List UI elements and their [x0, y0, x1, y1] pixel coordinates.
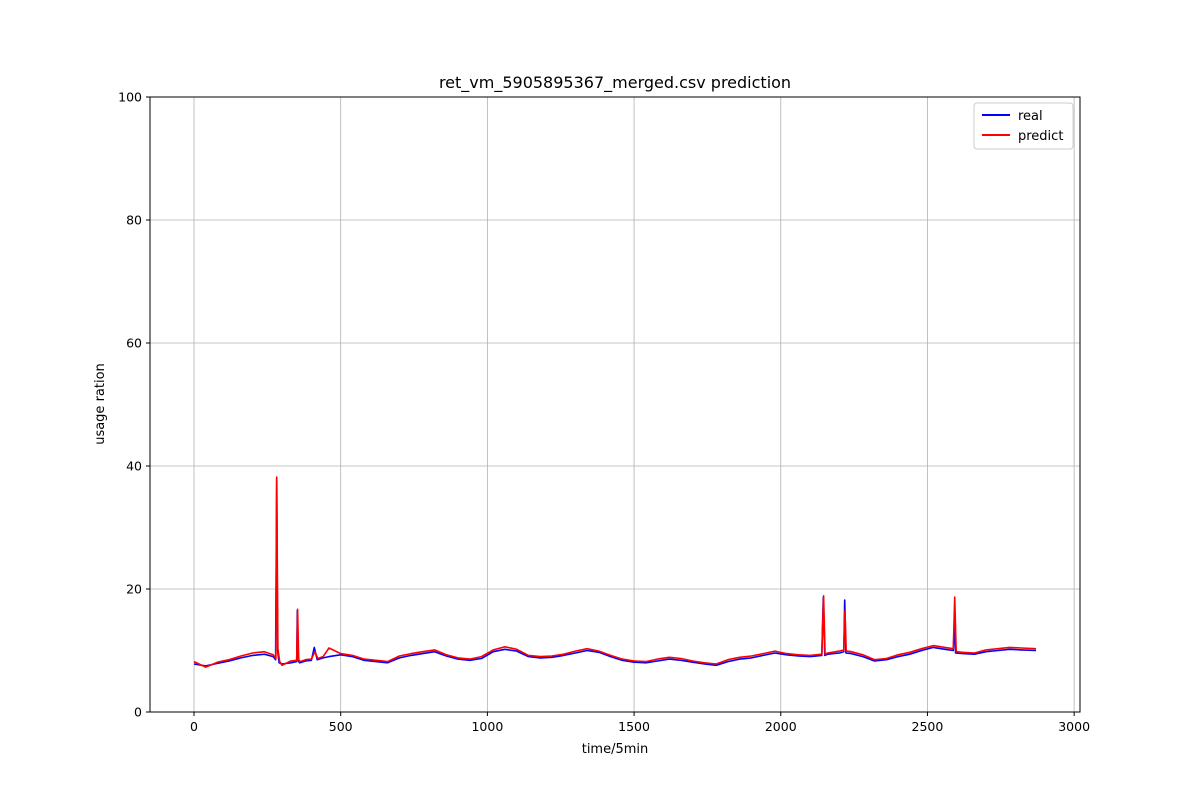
y-tick-label-2: 40 [126, 459, 142, 474]
y-tick-label-0: 0 [134, 705, 142, 720]
x-axis-label: time/5min [582, 742, 649, 757]
legend: real predict [973, 102, 1074, 150]
x-tick-label-0: 0 [190, 719, 198, 734]
x-tick-label-1: 500 [329, 719, 353, 734]
legend-label-real: real [1018, 109, 1043, 124]
x-tick-label-6: 3000 [1058, 719, 1090, 734]
series-line-predict [193, 476, 1037, 668]
y-tick-label-3: 60 [126, 336, 142, 351]
y-tick-label-5: 100 [118, 90, 142, 105]
x-tick-label-5: 2500 [912, 719, 944, 734]
y-tick-label-4: 80 [126, 213, 142, 228]
grid-lines [150, 97, 1080, 712]
x-axis-ticks: 0 500 1000 1500 2000 2500 3000 [190, 712, 1090, 734]
x-tick-label-4: 2000 [765, 719, 797, 734]
series-layer [193, 476, 1037, 668]
y-tick-label-1: 20 [126, 582, 142, 597]
chart-title: ret_vm_5905895367_merged.csv prediction [439, 73, 791, 93]
y-axis-label: usage ration [93, 363, 108, 445]
series-line-real [193, 477, 1037, 667]
plot-frame [149, 96, 1081, 713]
x-tick-label-2: 1000 [471, 719, 503, 734]
legend-label-predict: predict [1018, 129, 1063, 144]
y-axis-ticks: 0 20 40 60 80 100 [118, 90, 150, 720]
x-tick-label-3: 1500 [618, 719, 650, 734]
